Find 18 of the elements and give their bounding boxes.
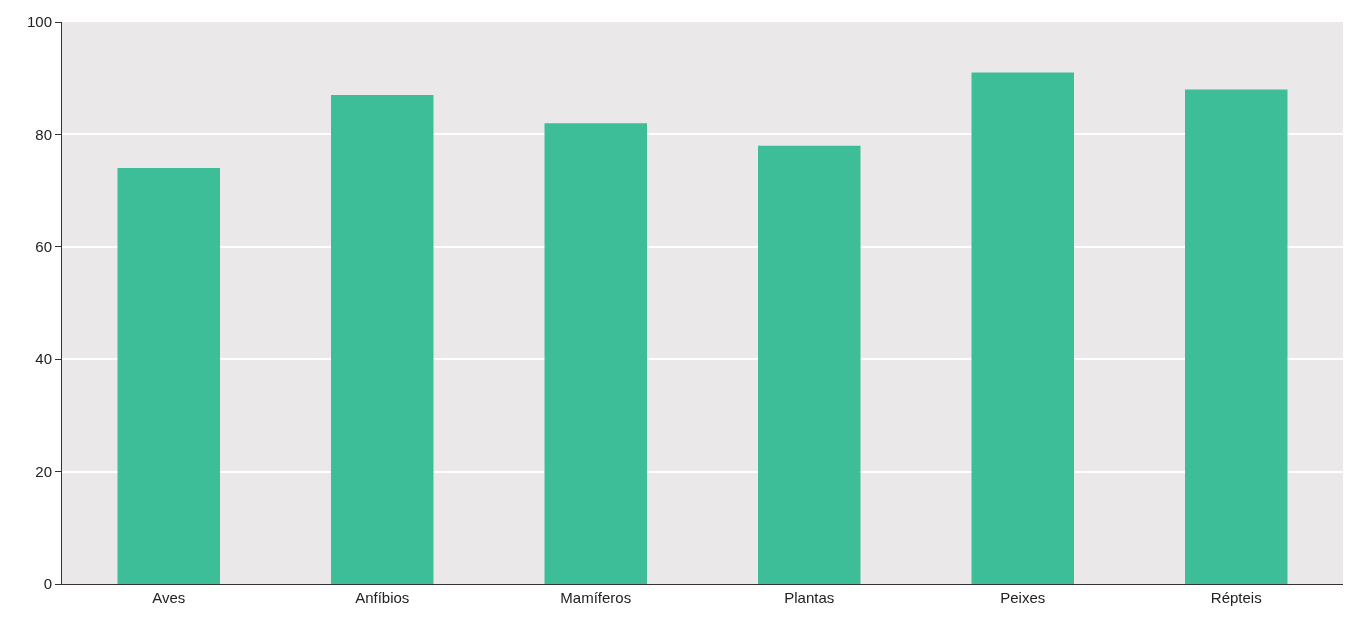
x-tick-label: Répteis	[1210, 589, 1262, 606]
x-tick-label: Mamíferos	[560, 589, 632, 606]
y-tick-label: 20	[35, 462, 52, 480]
y-tick-label: 80	[35, 125, 52, 143]
bar	[544, 123, 647, 584]
y-tick-label: 60	[35, 238, 52, 256]
x-tick-label: Plantas	[784, 589, 835, 606]
x-tick-label: Peixes	[1000, 589, 1046, 606]
bar	[971, 72, 1074, 584]
y-tick-label: 40	[35, 350, 52, 368]
x-tick-label: Anfíbios	[355, 589, 410, 606]
x-tick-label: Aves	[152, 589, 186, 606]
bar	[331, 95, 434, 584]
bar	[1185, 89, 1288, 584]
bar	[117, 168, 220, 584]
bar	[758, 145, 861, 584]
y-tick-label: 0	[43, 575, 52, 593]
y-tick-label: 100	[26, 13, 52, 31]
